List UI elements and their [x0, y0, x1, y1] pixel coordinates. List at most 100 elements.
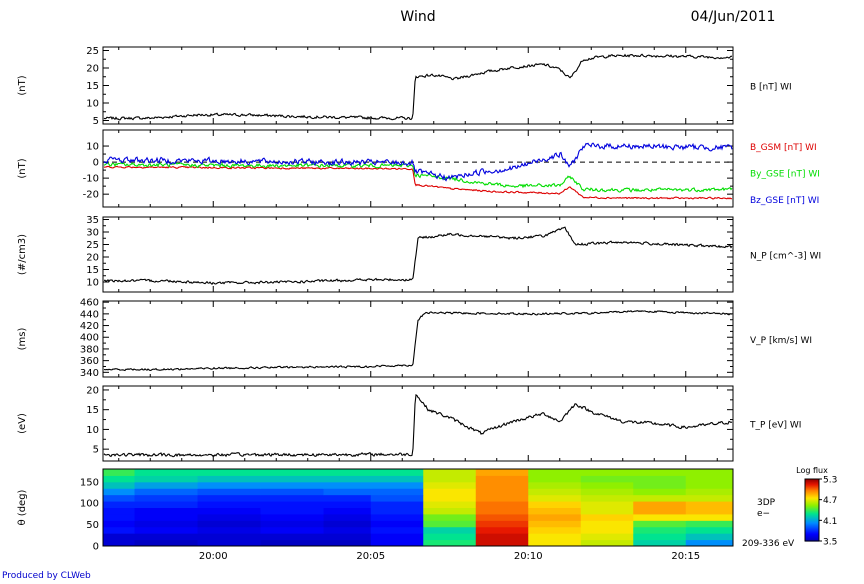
- heatmap-cell: [197, 539, 261, 547]
- colorbar-segment: [805, 531, 819, 534]
- colorbar-segment: [805, 524, 819, 527]
- y-tick-label: 100: [80, 499, 99, 510]
- x-tick-label: 20:15: [671, 551, 700, 562]
- colorbar-segment: [805, 508, 819, 511]
- series-line: [103, 53, 733, 121]
- colorbar-segment: [805, 496, 819, 499]
- heatmap-cell: [580, 469, 634, 476]
- y-tick-label: 0: [93, 542, 99, 553]
- heatmap-cell: [528, 513, 582, 521]
- series-line: [103, 226, 733, 286]
- heatmap-cell: [370, 507, 424, 515]
- heatmap-cell: [633, 469, 687, 476]
- heatmap-cell: [197, 526, 261, 534]
- heatmap-cell: [134, 488, 198, 496]
- heatmap-cell: [197, 513, 261, 521]
- heatmap-cell: [633, 494, 687, 502]
- heatmap-cell: [260, 526, 324, 534]
- heatmap-cell: [685, 501, 734, 508]
- colorbar-segment: [805, 504, 819, 507]
- heatmap-cell: [323, 526, 372, 534]
- credit-text: Produced by CLWeb: [2, 571, 91, 581]
- heatmap-cell: [580, 526, 634, 534]
- heatmap-cell: [633, 488, 687, 496]
- colorbar-tick-label: 3.5: [823, 538, 837, 548]
- colorbar-segment: [805, 518, 819, 520]
- series-line: [103, 393, 733, 458]
- heatmap-cell: [475, 507, 529, 515]
- y-tick-label: 15: [86, 81, 99, 92]
- heatmap-cell: [423, 526, 477, 534]
- colorbar-segment: [805, 532, 819, 535]
- y-tick-label: 10: [86, 278, 99, 289]
- colorbar-segment: [805, 490, 819, 492]
- series-label: Bz_GSE [nT] WI: [750, 196, 819, 206]
- heatmap-cell: [528, 475, 582, 483]
- y-tick-label: 30: [86, 228, 99, 239]
- heatmap-cell: [370, 513, 424, 521]
- heatmap-cell: [475, 533, 529, 541]
- heatmap-cell: [475, 513, 529, 521]
- heatmap-cell: [580, 539, 634, 547]
- colorbar-segment: [805, 522, 819, 525]
- heatmap-cell: [197, 520, 261, 528]
- colorbar-segment: [805, 537, 819, 540]
- heatmap-cell: [323, 501, 372, 508]
- date-title: 04/Jun/2011: [691, 9, 776, 25]
- heatmap-cell: [685, 475, 734, 483]
- y-tick-label: 10: [86, 99, 99, 110]
- heatmap-cell: [528, 488, 582, 496]
- heatmap-cell: [633, 481, 687, 489]
- colorbar-segment: [805, 497, 819, 500]
- y-tick-label: 460: [80, 298, 99, 309]
- colorbar-title: Log flux: [796, 466, 828, 475]
- heatmap-cell: [134, 539, 198, 547]
- y-tick-label: 10: [86, 425, 99, 436]
- y-tick-label: 20: [86, 64, 99, 75]
- heatmap-cell: [134, 533, 198, 541]
- heatmap-cell: [475, 475, 529, 483]
- heatmap-cell: [323, 533, 372, 541]
- heatmap-cell: [370, 533, 424, 541]
- heatmap-cell: [134, 526, 198, 534]
- heatmap-cell: [134, 520, 198, 528]
- heatmap-cell: [475, 494, 529, 502]
- energy-band-label: 209-336 eV: [742, 539, 795, 549]
- heatmap-cell: [633, 507, 687, 515]
- heatmap-cell: [423, 539, 477, 547]
- heatmap-cell: [580, 533, 634, 541]
- colorbar-segment: [805, 526, 819, 529]
- colorbar-segment: [805, 521, 819, 523]
- heatmap-cell: [370, 539, 424, 547]
- heatmap-cell: [370, 494, 424, 502]
- series-label: By_GSE [nT] WI: [750, 170, 820, 180]
- y-tick-label: 400: [80, 333, 99, 344]
- mission-title: Wind: [400, 9, 435, 25]
- colorbar-segment: [805, 503, 819, 506]
- colorbar-segment: [805, 512, 819, 514]
- heatmap-cell: [475, 469, 529, 476]
- panel-frame: [102, 216, 734, 293]
- series-label: N_P [cm^-3] WI: [750, 252, 821, 262]
- colorbar-segment: [805, 511, 819, 513]
- heatmap-cell: [197, 475, 261, 483]
- y-tick-label: 20: [86, 253, 99, 264]
- y-tick-label: 50: [86, 520, 99, 531]
- heatmap-cell: [103, 513, 135, 521]
- x-tick-label: 20:05: [356, 551, 385, 562]
- heatmap-cell: [260, 481, 324, 489]
- heatmap-cell: [475, 501, 529, 508]
- panel-frame: [102, 468, 734, 547]
- heatmap-cell: [103, 501, 135, 508]
- colorbar-segment: [805, 484, 819, 486]
- heatmap-cell: [528, 507, 582, 515]
- x-tick-label: 20:10: [514, 551, 543, 562]
- heatmap-cell: [528, 481, 582, 489]
- y-tick-label: 15: [86, 405, 99, 416]
- heatmap-cell: [260, 513, 324, 521]
- colorbar-segment: [805, 481, 819, 483]
- y-tick-label: 5: [93, 445, 99, 456]
- colorbar-segment: [805, 519, 819, 521]
